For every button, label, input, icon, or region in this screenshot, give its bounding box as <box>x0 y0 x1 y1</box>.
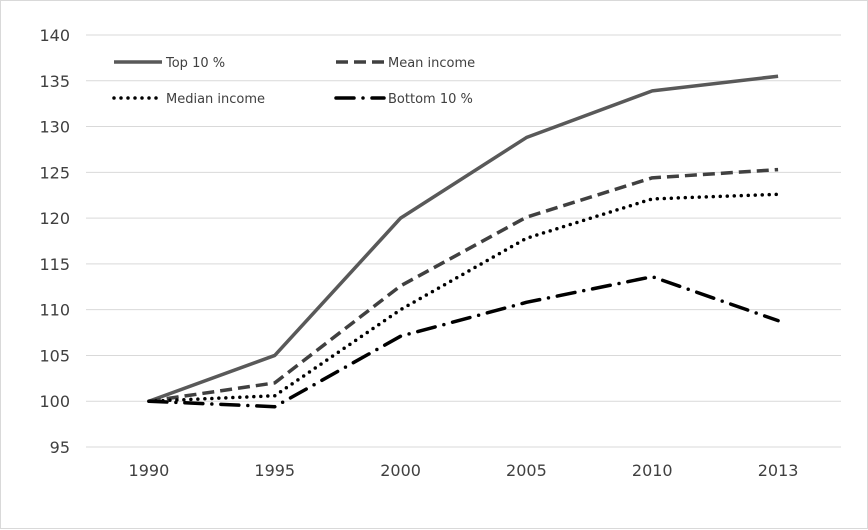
y-tick-label: 115 <box>39 255 70 274</box>
series-line-2 <box>147 192 780 403</box>
series-lines <box>147 74 780 409</box>
y-tick-label: 135 <box>39 72 70 91</box>
x-tick-label: 1995 <box>254 461 295 480</box>
x-tick-label: 2000 <box>380 461 421 480</box>
gridlines <box>86 34 841 448</box>
legend-label: Top 10 % <box>165 56 225 71</box>
y-tick-label: 110 <box>39 301 70 320</box>
y-tick-label: 100 <box>39 392 70 411</box>
y-tick-label: 125 <box>39 163 70 182</box>
series-line-1 <box>148 167 779 403</box>
y-tick-label: 130 <box>39 118 70 137</box>
series-line-0 <box>148 74 779 403</box>
legend-label: Bottom 10 % <box>388 92 473 107</box>
y-tick-label: 140 <box>39 26 70 45</box>
legend: Top 10 % Mean income Median income Bottom 1… <box>112 56 475 107</box>
y-tick-label: 120 <box>39 209 70 228</box>
x-tick-label: 2010 <box>632 461 673 480</box>
series-line-3 <box>147 274 780 409</box>
y-tick-label: 105 <box>39 346 70 365</box>
y-axis-ticks: 95 100 105 110 115 120 125 130 135 140 <box>39 26 70 457</box>
x-axis-ticks: 1990 1995 2000 2005 2010 2013 <box>129 461 799 480</box>
x-tick-label: 2013 <box>758 461 799 480</box>
y-tick-label: 95 <box>50 438 70 457</box>
legend-label: Mean income <box>388 56 475 71</box>
x-tick-label: 1990 <box>129 461 170 480</box>
legend-label: Median income <box>166 92 265 107</box>
x-tick-label: 2005 <box>506 461 547 480</box>
